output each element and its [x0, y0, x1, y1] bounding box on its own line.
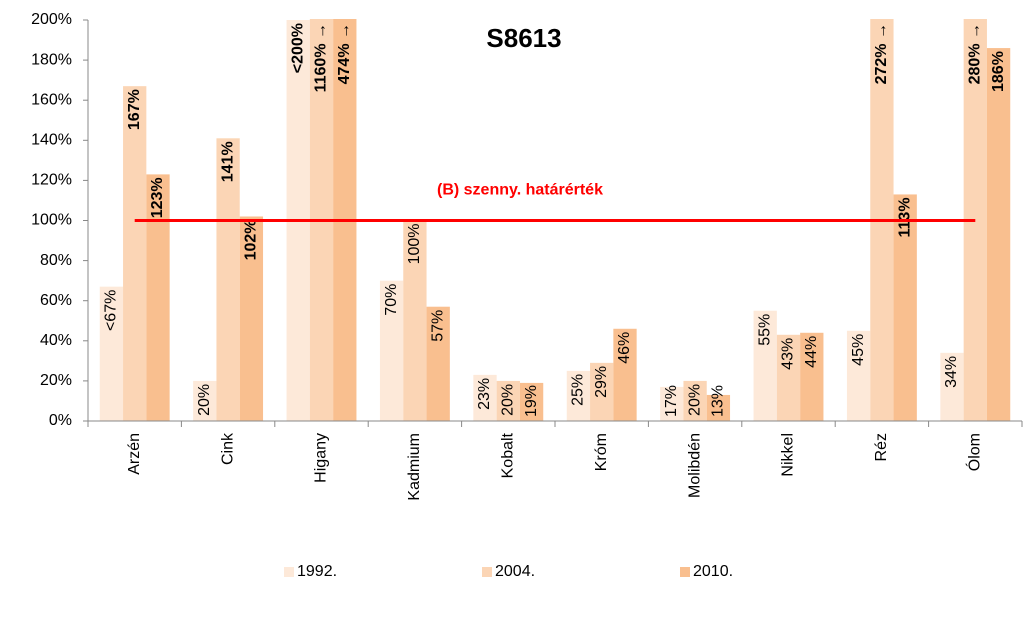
chart-title: S8613	[486, 23, 561, 53]
bar	[940, 352, 964, 421]
x-tick-label: Kobalt	[500, 432, 517, 478]
bar	[123, 86, 147, 421]
x-tick-label: Króm	[593, 433, 610, 471]
value-label: 20%	[686, 384, 703, 416]
value-label: 70%	[383, 284, 400, 316]
bar	[613, 328, 637, 421]
x-tick-label: Arzén	[126, 433, 143, 475]
y-tick-label: 120%	[31, 172, 72, 189]
x-tick-label: Molibdén	[686, 433, 703, 498]
x-tick-label: Nikkel	[780, 433, 797, 477]
value-label: 272% →	[873, 23, 890, 84]
y-tick-label: 80%	[40, 252, 72, 269]
y-tick-label: 20%	[40, 372, 72, 389]
bar	[146, 174, 170, 421]
y-tick-label: 200%	[31, 11, 72, 28]
bar	[379, 280, 404, 421]
bar	[403, 220, 427, 421]
bar	[193, 380, 217, 421]
value-label: 43%	[780, 338, 797, 370]
value-label: 34%	[943, 356, 960, 388]
y-tick-label: 40%	[40, 332, 72, 349]
bar	[239, 216, 264, 421]
legend-label: 2010.	[693, 563, 733, 580]
legend-swatch	[284, 567, 294, 577]
value-label: 46%	[616, 332, 633, 364]
value-label: 280% →	[967, 23, 984, 84]
bar	[683, 380, 707, 421]
value-label: 19%	[523, 385, 540, 417]
x-tick-label: Réz	[873, 433, 890, 461]
bar	[473, 374, 497, 421]
bar	[986, 48, 1011, 421]
value-label: 20%	[196, 384, 213, 416]
bar	[800, 332, 824, 421]
y-tick-label: 140%	[31, 132, 72, 149]
value-label: 29%	[593, 366, 610, 398]
x-tick-label: Cink	[219, 432, 236, 465]
y-tick-label: 60%	[40, 292, 72, 309]
value-label: 1160% →	[313, 23, 330, 92]
threshold-label: (B) szenny. határérték	[437, 182, 603, 199]
value-label: 55%	[756, 314, 773, 346]
value-label: 100%	[406, 224, 423, 265]
bar	[590, 362, 614, 421]
value-label: 113%	[896, 197, 913, 237]
legend-label: 1992.	[297, 563, 337, 580]
x-tick-label: Higany	[313, 433, 330, 483]
value-label: 57%	[429, 310, 446, 342]
bar	[846, 330, 871, 421]
value-label: <200%	[289, 23, 306, 73]
value-label: 25%	[570, 374, 587, 406]
bar	[893, 194, 917, 421]
bar	[753, 310, 777, 421]
value-label: 167%	[126, 89, 143, 130]
legend-swatch	[680, 567, 690, 577]
value-label: 20%	[500, 384, 517, 416]
bar	[496, 380, 520, 421]
value-label: <67%	[103, 290, 120, 331]
x-tick-label: Kadmium	[406, 433, 423, 501]
value-label: 17%	[663, 385, 680, 417]
value-label: 102%	[243, 219, 260, 260]
y-tick-label: 100%	[31, 212, 72, 229]
bar	[776, 334, 801, 421]
value-label: 44%	[803, 336, 820, 368]
value-label: 45%	[850, 334, 867, 366]
bar	[519, 382, 544, 421]
value-label: 186%	[990, 51, 1007, 92]
legend-label: 2004.	[495, 563, 535, 580]
x-tick-label: Ólom	[965, 433, 984, 471]
y-tick-label: 0%	[49, 412, 72, 429]
value-label: 123%	[149, 177, 166, 218]
bar	[426, 306, 450, 421]
bar	[706, 394, 731, 421]
value-label: 141%	[219, 141, 236, 182]
bar	[99, 286, 124, 421]
title-background	[468, 18, 580, 60]
value-label: 23%	[476, 378, 493, 410]
legend-swatch	[482, 567, 492, 577]
bar	[216, 138, 240, 422]
value-label: 474% →	[336, 23, 353, 84]
y-tick-label: 160%	[31, 91, 72, 108]
bar	[566, 370, 591, 421]
value-label: 13%	[710, 385, 727, 417]
y-tick-label: 180%	[31, 51, 72, 68]
bar	[963, 19, 987, 422]
bar	[660, 386, 684, 421]
